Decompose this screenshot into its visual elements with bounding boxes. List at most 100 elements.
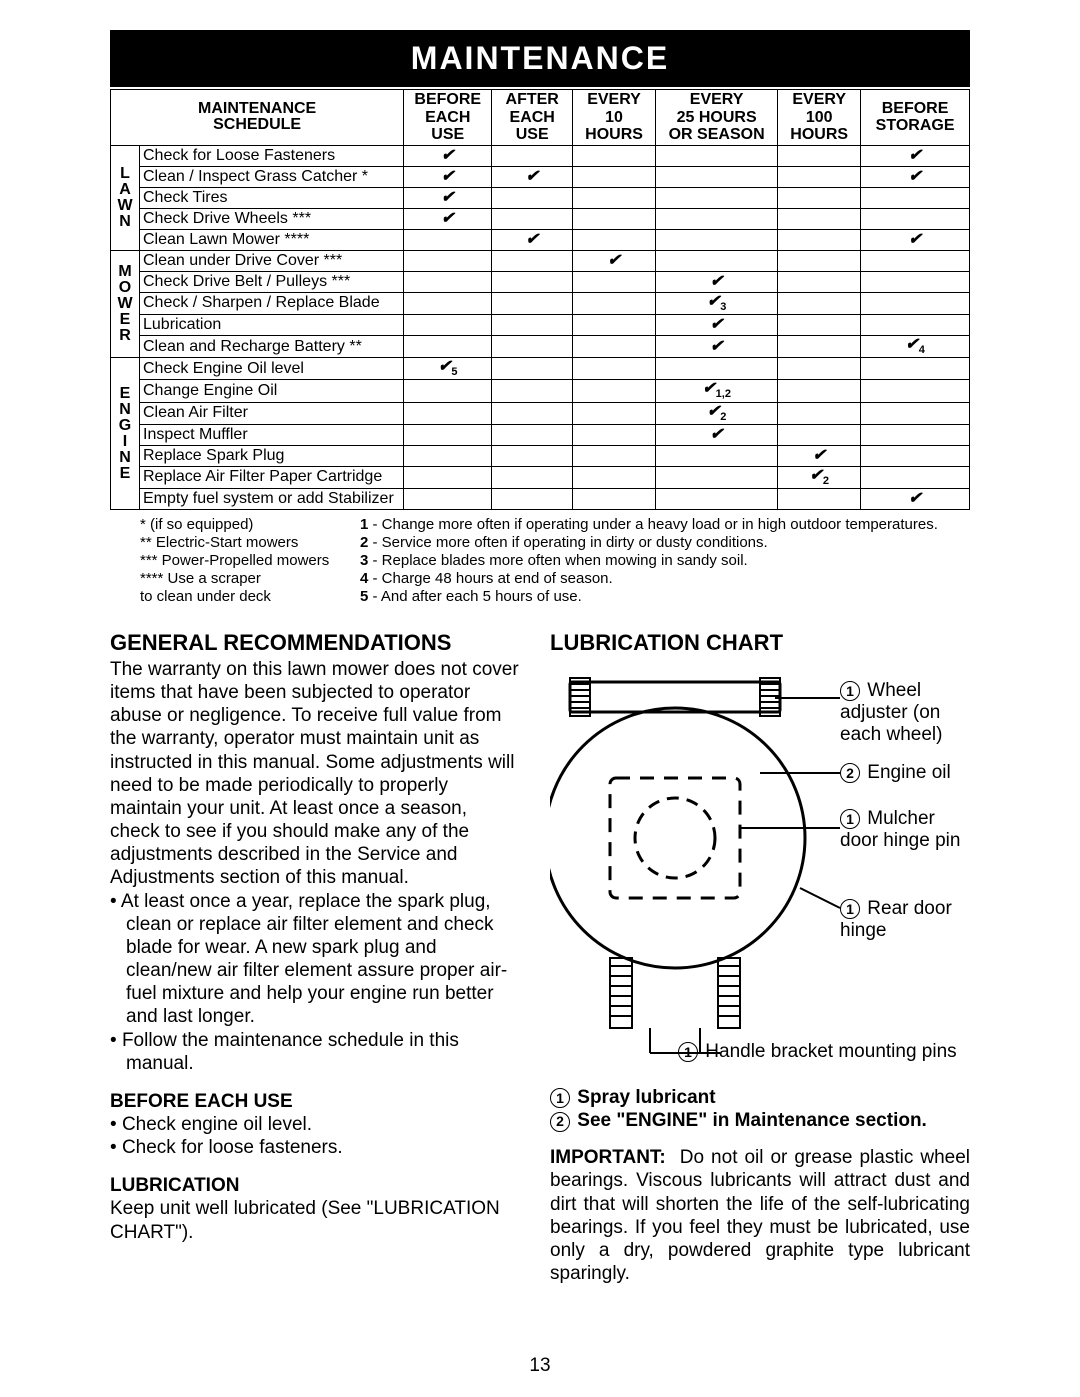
check-cell <box>778 145 861 166</box>
check-cell: ✔ <box>492 229 573 250</box>
check-cell <box>492 380 573 402</box>
check-cell: ✔ <box>655 314 777 335</box>
check-cell: ✔2 <box>778 466 861 488</box>
check-cell <box>861 445 970 466</box>
check-cell <box>573 208 656 229</box>
check-cell <box>573 358 656 380</box>
check-cell: ✔ <box>861 229 970 250</box>
footnotes: * (if so equipped)** Electric-Start mowe… <box>110 516 970 606</box>
check-cell <box>778 187 861 208</box>
check-cell <box>492 335 573 357</box>
col-every-25: EVERY25 HOURSOR SEASON <box>655 90 777 146</box>
check-cell <box>778 250 861 271</box>
col-every-100: EVERY100HOURS <box>778 90 861 146</box>
check-cell <box>861 380 970 402</box>
col-after-each: AFTEREACHUSE <box>492 90 573 146</box>
footnote: 2 - Service more often if operating in d… <box>360 534 970 551</box>
left-column: GENERAL RECOMMENDATIONS The warranty on … <box>110 630 520 1285</box>
task-cell: Check Tires <box>140 187 404 208</box>
check-cell <box>573 187 656 208</box>
task-cell: Clean and Recharge Battery ** <box>140 335 404 357</box>
footnote: to clean under deck <box>140 588 340 605</box>
check-cell: ✔3 <box>655 292 777 314</box>
before-each-use-heading: BEFORE EACH USE <box>110 1091 520 1113</box>
check-cell <box>573 424 656 445</box>
task-cell: Empty fuel system or add Stabilizer <box>140 488 404 509</box>
footnote: 1 - Change more often if operating under… <box>360 516 970 533</box>
check-cell <box>492 145 573 166</box>
task-cell: Clean Lawn Mower **** <box>140 229 404 250</box>
group-label: ENGINE <box>111 358 140 510</box>
check-cell <box>655 208 777 229</box>
check-cell: ✔ <box>492 166 573 187</box>
check-cell <box>404 335 492 357</box>
important-note: IMPORTANT: Do not oil or grease plastic … <box>550 1146 970 1285</box>
col-before-each: BEFOREEACHUSE <box>404 90 492 146</box>
lubrication-text: Keep unit well lubricated (See "LUBRICAT… <box>110 1197 520 1243</box>
check-cell <box>404 466 492 488</box>
page-number: 13 <box>529 1355 550 1377</box>
task-cell: Clean Air Filter <box>140 402 404 424</box>
check-cell <box>573 335 656 357</box>
check-cell <box>573 466 656 488</box>
task-cell: Clean under Drive Cover *** <box>140 250 404 271</box>
check-cell <box>492 250 573 271</box>
check-cell <box>861 208 970 229</box>
list-item: Check engine oil level. <box>126 1113 520 1136</box>
check-cell <box>404 271 492 292</box>
footnote: 3 - Replace blades more often when mowin… <box>360 552 970 569</box>
task-cell: Check for Loose Fasteners <box>140 145 404 166</box>
check-cell: ✔ <box>861 145 970 166</box>
task-cell: Replace Air Filter Paper Cartridge <box>140 466 404 488</box>
check-cell <box>404 402 492 424</box>
check-cell <box>404 424 492 445</box>
check-cell <box>778 292 861 314</box>
check-cell: ✔ <box>655 424 777 445</box>
check-cell: ✔ <box>404 166 492 187</box>
footnote: ** Electric-Start mowers <box>140 534 340 551</box>
check-cell <box>861 358 970 380</box>
check-cell: ✔ <box>861 488 970 509</box>
check-cell <box>861 402 970 424</box>
check-cell <box>655 466 777 488</box>
footnote: 4 - Charge 48 hours at end of season. <box>360 570 970 587</box>
check-cell <box>573 271 656 292</box>
check-cell <box>492 208 573 229</box>
check-cell <box>778 358 861 380</box>
legend: 1 Spray lubricant 2 See "ENGINE" in Main… <box>550 1086 970 1132</box>
lubrication-chart-heading: LUBRICATION CHART <box>550 630 970 656</box>
task-cell: Check / Sharpen / Replace Blade <box>140 292 404 314</box>
check-cell <box>573 445 656 466</box>
check-cell <box>573 145 656 166</box>
check-cell: ✔2 <box>655 402 777 424</box>
check-cell <box>778 488 861 509</box>
header-title: MAINTENANCE <box>114 34 966 83</box>
check-cell <box>492 488 573 509</box>
before-each-use-bullets: Check engine oil level.Check for loose f… <box>110 1113 520 1159</box>
task-cell: Check Drive Wheels *** <box>140 208 404 229</box>
check-cell <box>655 250 777 271</box>
check-cell <box>573 402 656 424</box>
check-cell: ✔ <box>573 250 656 271</box>
check-cell: ✔ <box>778 445 861 466</box>
group-label: LAWN <box>111 145 140 250</box>
check-cell <box>778 271 861 292</box>
check-cell <box>655 229 777 250</box>
list-item: At least once a year, replace the spark … <box>126 890 520 1029</box>
check-cell <box>404 380 492 402</box>
check-cell <box>492 187 573 208</box>
check-cell: ✔ <box>655 335 777 357</box>
task-cell: Replace Spark Plug <box>140 445 404 466</box>
check-cell <box>655 145 777 166</box>
check-cell <box>492 314 573 335</box>
check-cell <box>778 380 861 402</box>
check-cell <box>778 166 861 187</box>
check-cell: ✔ <box>655 271 777 292</box>
check-cell <box>492 424 573 445</box>
task-cell: Inspect Muffler <box>140 424 404 445</box>
check-cell <box>778 335 861 357</box>
check-cell <box>573 292 656 314</box>
footnote: *** Power-Propelled mowers <box>140 552 340 569</box>
footnote: **** Use a scraper <box>140 570 340 587</box>
check-cell <box>492 466 573 488</box>
